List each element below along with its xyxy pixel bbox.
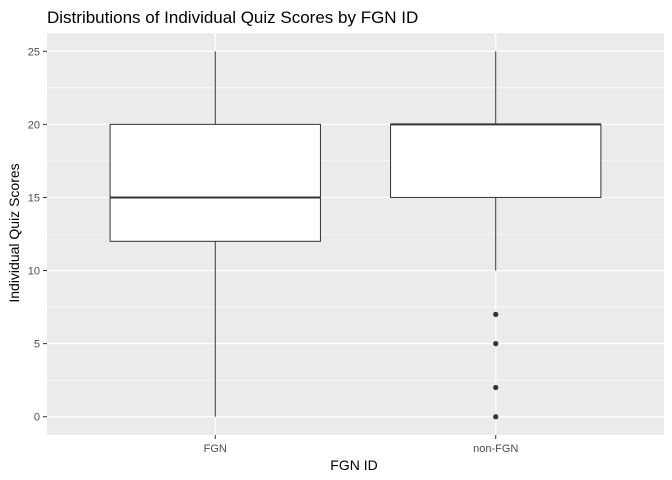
chart-title: Distributions of Individual Quiz Scores … [47,8,418,27]
y-tick-label: 10 [28,266,40,278]
outlier-point [493,414,499,420]
y-tick-label: 20 [28,119,40,131]
y-axis: 0 5 10 15 20 25 [28,46,47,424]
y-tick-label: 25 [28,46,40,58]
box-series [109,51,602,420]
y-tick-label: 0 [34,412,40,424]
iqr-box [109,123,321,242]
x-tick-label: FGN [204,443,227,455]
iqr-box [390,123,602,198]
box-non-fgn [390,51,602,420]
y-axis-title: Individual Quiz Scores [6,163,22,302]
outlier-point [493,341,499,347]
outlier-point [493,384,499,391]
box-fgn [109,51,321,417]
x-axis-title: FGN ID [330,457,377,473]
outlier-point [493,311,499,317]
x-tick-label: non-FGN [473,443,518,455]
y-tick-label: 5 [34,339,40,351]
x-axis: FGN non-FGN [204,435,518,455]
y-tick-label: 15 [28,192,40,204]
